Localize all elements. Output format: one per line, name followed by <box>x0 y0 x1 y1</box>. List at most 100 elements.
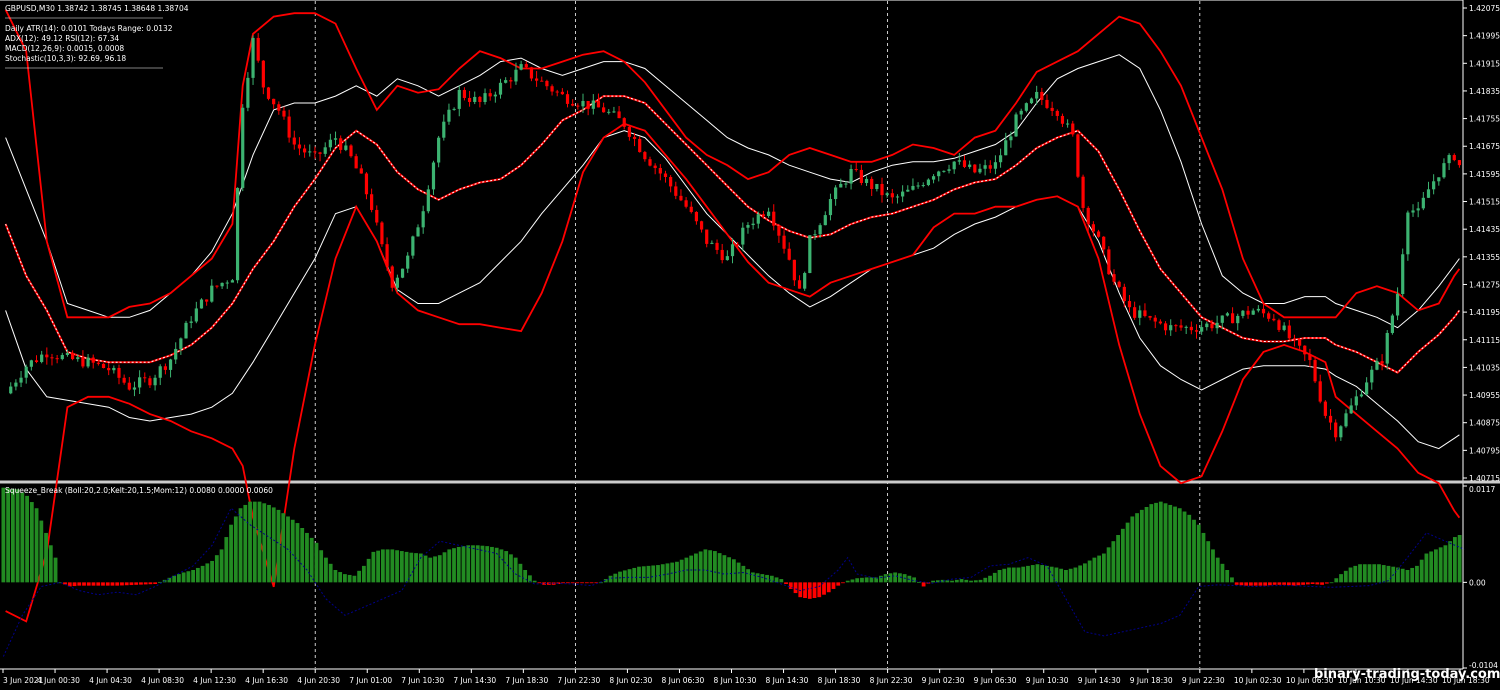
momentum-bar <box>1120 528 1125 583</box>
bear-candle <box>1246 306 1250 319</box>
candle-body <box>411 236 415 256</box>
bull-candle <box>730 238 735 264</box>
indicator-panel[interactable] <box>1 487 1465 657</box>
momentum-bar <box>1082 563 1087 583</box>
momentum-bar <box>1163 503 1168 583</box>
bull-candle <box>1411 204 1415 217</box>
momentum-bar <box>20 492 25 583</box>
candle-body <box>1277 320 1281 330</box>
momentum-bar <box>1249 582 1253 586</box>
momentum-bar <box>172 575 177 583</box>
candle-body <box>132 387 137 390</box>
bull-candle <box>921 182 925 188</box>
momentum-bar <box>1064 570 1068 583</box>
momentum-bar <box>91 582 96 586</box>
bear-candle <box>1086 206 1090 232</box>
candle-body <box>1426 189 1431 198</box>
bear-candle <box>560 88 564 95</box>
bull-candle <box>942 170 946 173</box>
bull-candle <box>1359 389 1364 398</box>
bollinger-upper-band <box>4 9 1461 319</box>
candle-body <box>24 366 28 378</box>
momentum-bar <box>812 582 817 598</box>
x-tick-label: 8 Jun 02:30 <box>609 676 652 685</box>
candle-body <box>318 152 322 154</box>
bear-candle <box>638 136 642 153</box>
momentum-bar <box>1372 564 1377 583</box>
bull-candle <box>1442 158 1446 179</box>
candle-body <box>14 382 18 387</box>
candle-body <box>282 110 286 117</box>
bull-candle <box>179 337 183 355</box>
momentum-bar <box>494 547 499 583</box>
momentum-bar <box>1301 582 1305 585</box>
momentum-bar <box>774 577 779 583</box>
momentum-bar <box>1196 524 1201 583</box>
bull-candle <box>1339 425 1343 441</box>
bear-candle <box>282 106 286 120</box>
bear-candle <box>143 372 147 383</box>
momentum-bar <box>978 579 983 583</box>
candle-body <box>885 193 889 196</box>
bull-candle <box>1236 313 1240 331</box>
bull-candle <box>710 240 714 245</box>
candle-body <box>730 244 735 257</box>
bull-candle <box>813 229 817 240</box>
bear-candle <box>705 229 709 248</box>
candle-body <box>447 109 451 122</box>
candle-body <box>189 321 193 323</box>
bear-candle <box>1189 321 1193 335</box>
momentum-bar <box>466 545 471 583</box>
candle-body <box>545 80 549 87</box>
bear-candle <box>674 181 678 200</box>
bull-candle <box>493 91 497 103</box>
bull-candle <box>452 107 456 111</box>
bear-candle <box>261 60 265 95</box>
bull-candle <box>514 62 518 85</box>
momentum-bar <box>63 582 67 585</box>
price-panel[interactable] <box>4 9 1462 623</box>
bull-candle <box>431 160 436 195</box>
momentum-bar <box>822 582 826 595</box>
momentum-bar <box>1220 563 1225 583</box>
candle-body <box>957 160 961 162</box>
candle-body <box>19 377 23 383</box>
candle-body <box>756 214 760 224</box>
bull-candle <box>823 211 827 226</box>
bear-candle <box>622 117 626 130</box>
candle-body <box>797 280 802 289</box>
bull-candle <box>1406 210 1410 261</box>
bear-candle <box>550 84 554 96</box>
momentum-bar <box>703 549 708 583</box>
momentum-bar <box>855 578 860 583</box>
candle-body <box>1272 318 1276 321</box>
x-tick-label: 4 Jun 20:30 <box>297 676 340 685</box>
candle-body <box>519 64 523 70</box>
bull-candle <box>906 185 910 192</box>
candle-body <box>101 363 106 369</box>
candle-body <box>751 223 755 226</box>
candle-body <box>1210 323 1214 329</box>
candle-body <box>483 93 487 103</box>
candle-body <box>792 259 796 281</box>
price-tick-label: 1.41435 <box>1469 225 1500 234</box>
x-tick-label: 9 Jun 02:30 <box>922 676 965 685</box>
momentum-bar <box>447 549 452 583</box>
candle-body <box>390 266 394 288</box>
candle-body <box>993 162 998 169</box>
price-tick-label: 1.41355 <box>1469 253 1500 262</box>
info-line-stochastic: Stochastic(10,3,3): 92.69, 96.18 <box>5 54 126 63</box>
candle-body <box>488 93 492 97</box>
momentum-bar <box>622 570 627 583</box>
candle-body <box>694 211 699 222</box>
bull-candle <box>725 250 729 261</box>
bear-candle <box>1102 236 1106 256</box>
bull-candle <box>901 185 905 203</box>
bear-candle <box>1303 345 1307 362</box>
bear-candle <box>777 223 781 243</box>
bull-candle <box>473 91 477 105</box>
bear-candle <box>669 175 673 193</box>
momentum-bar <box>793 582 798 594</box>
